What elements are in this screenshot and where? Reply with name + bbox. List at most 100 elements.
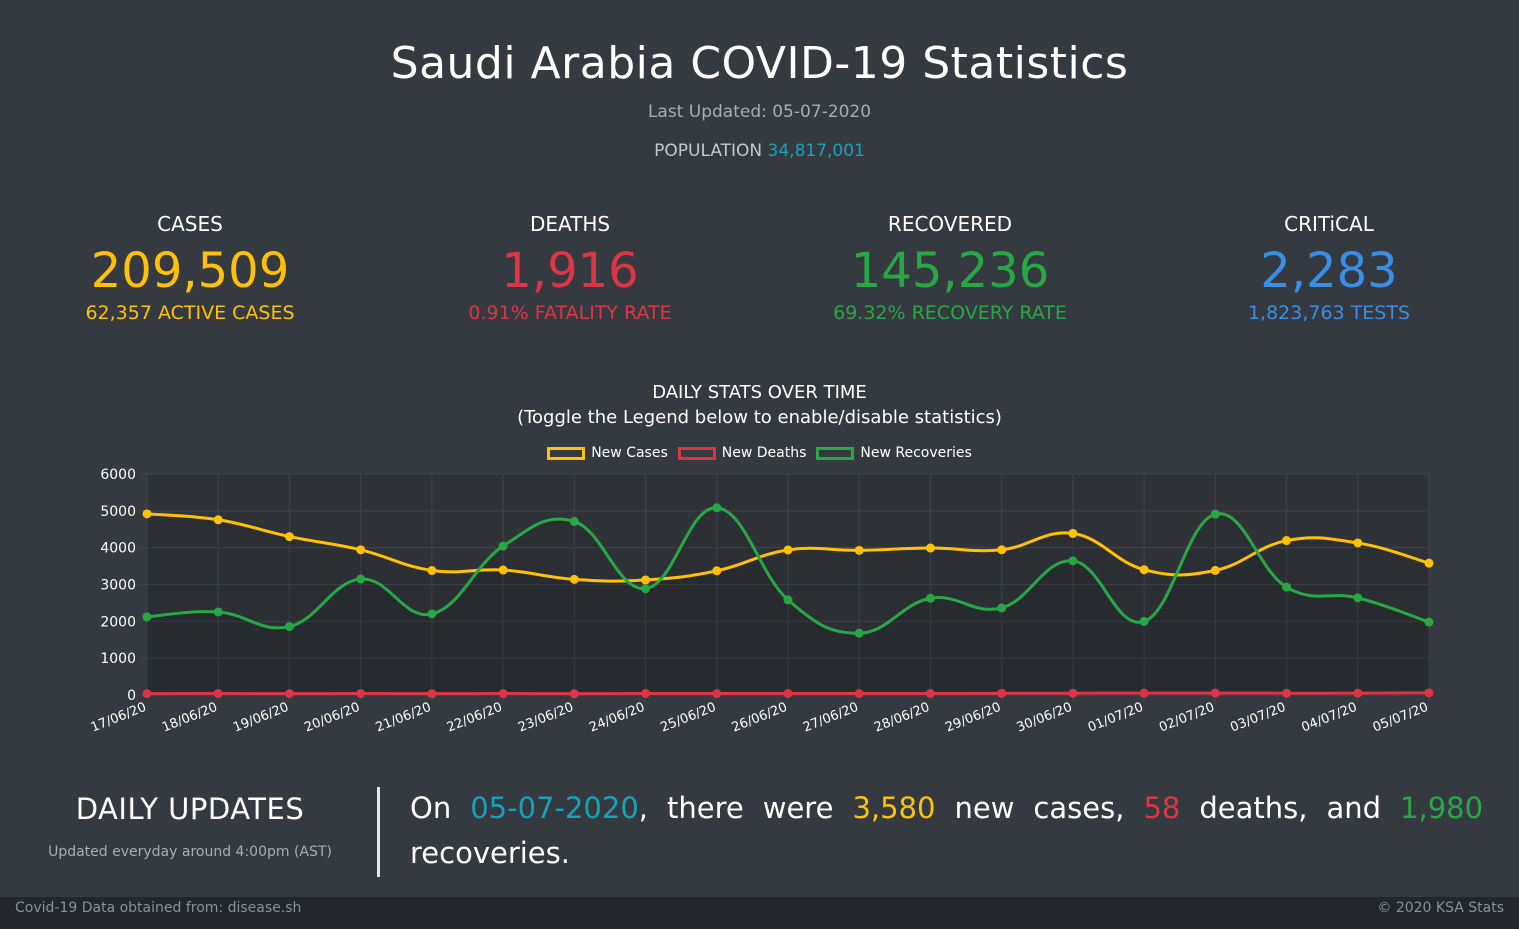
legend-swatch-new-deaths [677,446,716,460]
footer: Covid-19 Data obtained from: disease.sh … [0,897,1519,929]
stat-deaths: DEATHS 1,916 0.91% FATALITY RATE [380,212,760,324]
data-point-new-recoveries [712,503,722,513]
data-point-new-deaths [712,689,722,699]
x-tick-label: 25/06/20 [659,700,719,736]
legend-swatch-new-recoveries [816,446,855,460]
data-point-new-recoveries [641,584,651,594]
data-point-new-cases [427,566,437,576]
chart-title-line1: DAILY STATS OVER TIME [652,382,867,403]
stat-cases-sub: 62,357 ACTIVE CASES [85,302,295,324]
y-tick-label: 3000 [100,578,136,594]
data-point-new-cases [142,509,152,519]
data-point-new-deaths [1210,688,1220,698]
data-point-new-deaths [142,689,152,699]
population-label: POPULATION [654,141,763,161]
data-point-new-cases [1424,558,1434,568]
daily-updates-title: DAILY UPDATES [75,792,305,826]
y-tick-label: 0 [127,688,136,704]
data-point-new-deaths [783,688,793,698]
data-point-new-recoveries [1282,582,1292,592]
data-point-new-deaths [854,689,864,699]
x-tick-label: 20/06/20 [302,700,362,736]
data-point-new-cases [1282,536,1292,546]
legend-label-new-cases: New Cases [591,445,668,461]
data-point-new-cases [854,545,864,555]
data-point-new-recoveries [569,517,579,527]
x-tick-label: 26/06/20 [730,700,790,736]
x-tick-label: 19/06/20 [231,700,291,736]
stat-critical-sub: 1,823,763 TESTS [1247,302,1411,324]
data-point-new-deaths [1424,688,1434,698]
data-point-new-recoveries [925,593,935,603]
data-point-new-recoveries [142,612,152,622]
footer-source: Covid-19 Data obtained from: disease.sh [15,900,302,916]
data-point-new-recoveries [1139,616,1149,626]
summary-deaths: 58 [1143,791,1181,825]
legend-label-new-deaths: New Deaths [721,445,807,461]
stat-deaths-label: DEATHS [529,212,611,236]
y-tick-label: 6000 [100,467,136,483]
y-tick-label: 4000 [100,541,136,557]
legend-swatch-new-cases [547,446,586,460]
summary-prefix: On [410,791,452,825]
data-point-new-deaths [1139,688,1149,698]
data-point-new-deaths [356,689,366,699]
stat-cases-value: 209,509 [90,243,290,299]
data-point-new-recoveries [498,541,508,551]
legend-item-new-deaths[interactable]: New Deaths [677,445,807,461]
daily-summary: On 05-07-2020, there were 3,580 new case… [410,786,1483,876]
data-point-new-recoveries [997,603,1007,613]
data-point-new-cases [641,575,651,585]
data-point-new-deaths [641,688,651,698]
stat-recovered-sub: 69.32% RECOVERY RATE [833,302,1067,324]
x-tick-label: 17/06/20 [89,700,149,736]
data-point-new-recoveries [854,628,864,638]
data-point-new-cases [783,545,793,555]
population-value: 34,817,001 [767,141,865,161]
y-tick-label: 2000 [100,614,136,630]
data-point-new-deaths [997,688,1007,698]
x-tick-label: 02/07/20 [1157,700,1217,736]
chart-title-line2: (Toggle the Legend below to enable/disab… [517,407,1002,428]
data-point-new-deaths [925,689,935,699]
x-tick-label: 23/06/20 [516,700,576,736]
population: POPULATION 34,817,001 [0,141,1519,161]
data-point-new-cases [712,566,722,576]
data-point-new-cases [1139,565,1149,575]
chart-legend: New Cases New Deaths New Recoveries [0,445,1519,461]
legend-item-new-recoveries[interactable]: New Recoveries [816,445,972,461]
data-point-new-cases [356,545,366,555]
data-point-new-deaths [1282,688,1292,698]
x-tick-label: 01/07/20 [1086,700,1146,736]
data-point-new-cases [1353,538,1363,548]
footer-copyright: © 2020 KSA Stats [1377,900,1504,916]
summary-text-2: new cases, [954,791,1125,825]
divider [377,787,380,877]
data-point-new-deaths [1353,688,1363,698]
data-point-new-cases [498,565,508,575]
data-point-new-recoveries [1424,617,1434,627]
x-tick-label: 24/06/20 [587,700,647,736]
data-point-new-cases [569,574,579,584]
data-point-new-cases [284,532,294,542]
data-point-new-recoveries [1068,556,1078,566]
data-point-new-recoveries [1210,509,1220,519]
summary-date: 05-07-2020 [470,791,639,825]
x-tick-label: 05/07/20 [1371,700,1431,736]
data-point-new-recoveries [783,595,793,605]
y-tick-label: 1000 [100,651,136,667]
stat-deaths-value: 1,916 [501,243,639,299]
legend-item-new-cases[interactable]: New Cases [547,445,668,461]
summary-text-4: recoveries. [410,836,570,870]
stat-critical-label: CRITiCAL [1284,212,1374,236]
last-updated: Last Updated: 05-07-2020 [647,102,872,122]
stat-cases: CASES 209,509 62,357 ACTIVE CASES [0,212,380,324]
stat-critical-value: 2,283 [1260,243,1398,299]
data-point-new-recoveries [284,622,294,632]
data-point-new-deaths [1068,688,1078,698]
x-tick-label: 27/06/20 [801,700,861,736]
data-point-new-cases [1068,528,1078,538]
summary-text-3: deaths, and [1199,791,1382,825]
x-tick-label: 30/06/20 [1015,700,1075,736]
stat-critical: CRITiCAL 2,283 1,823,763 TESTS [1139,212,1519,324]
